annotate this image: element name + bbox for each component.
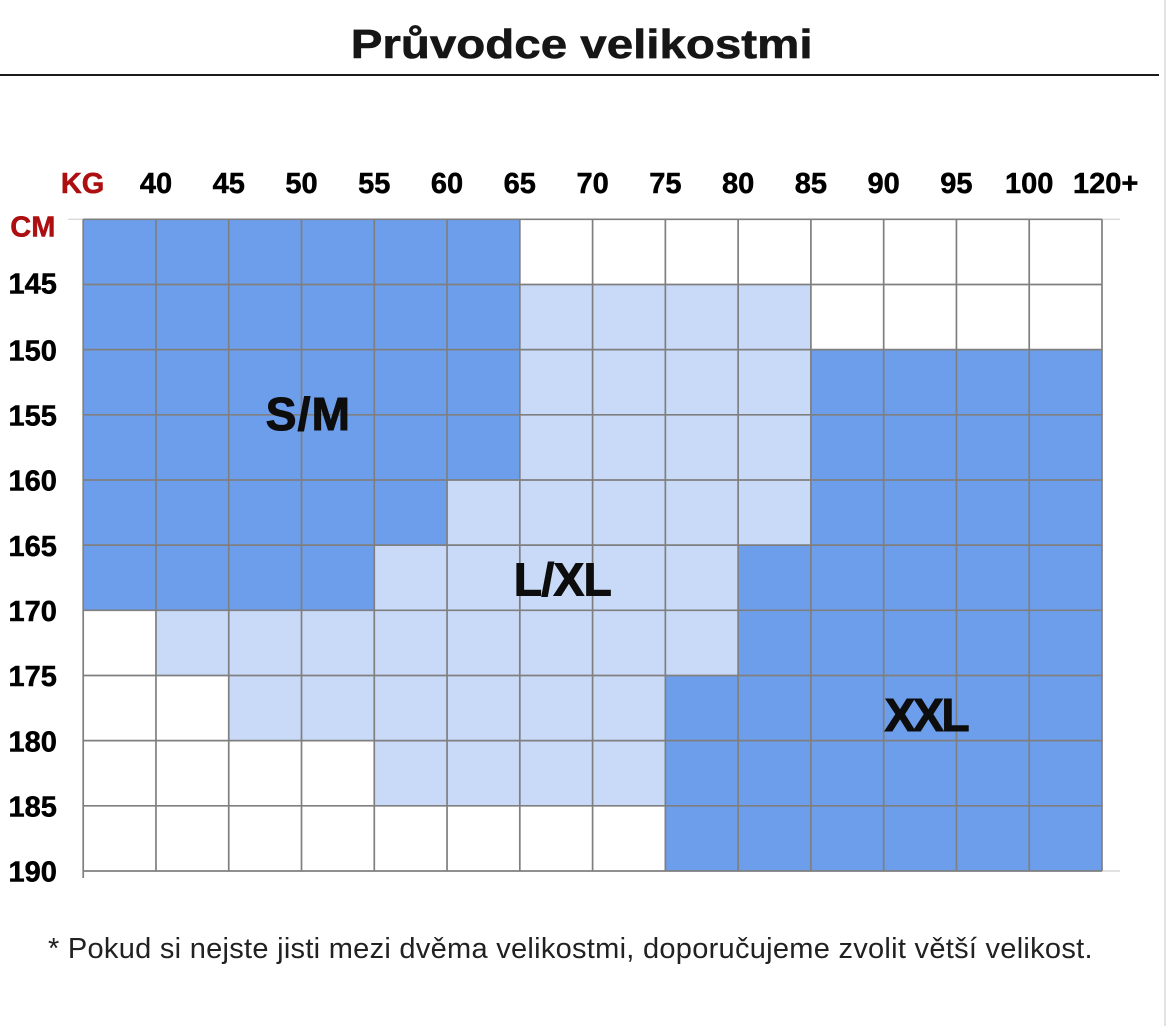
svg-text:45: 45 [213, 168, 245, 200]
svg-text:160: 160 [9, 466, 57, 498]
svg-text:120+: 120+ [1073, 168, 1138, 200]
svg-text:100: 100 [1005, 168, 1053, 200]
svg-text:180: 180 [9, 726, 57, 758]
svg-text:85: 85 [795, 168, 827, 200]
svg-text:175: 175 [9, 661, 57, 693]
svg-text:70: 70 [576, 168, 608, 200]
svg-text:S/M: S/M [266, 388, 351, 440]
svg-text:XXL: XXL [885, 689, 969, 741]
svg-text:170: 170 [9, 596, 57, 628]
svg-text:40: 40 [140, 168, 172, 200]
svg-text:95: 95 [940, 168, 972, 200]
svg-text:90: 90 [868, 168, 900, 200]
svg-text:155: 155 [9, 401, 57, 433]
svg-text:50: 50 [285, 168, 317, 200]
svg-text:55: 55 [358, 168, 390, 200]
svg-text:KG: KG [61, 168, 105, 200]
svg-text:65: 65 [504, 168, 536, 200]
svg-text:150: 150 [9, 335, 57, 367]
svg-text:165: 165 [9, 531, 57, 563]
svg-text:75: 75 [649, 168, 681, 200]
svg-text:145: 145 [9, 269, 57, 301]
svg-text:185: 185 [9, 792, 57, 824]
svg-text:190: 190 [9, 857, 57, 889]
svg-text:80: 80 [722, 168, 754, 200]
svg-text:CM: CM [10, 212, 55, 244]
svg-text:L/XL: L/XL [514, 554, 611, 606]
svg-text:60: 60 [431, 168, 463, 200]
